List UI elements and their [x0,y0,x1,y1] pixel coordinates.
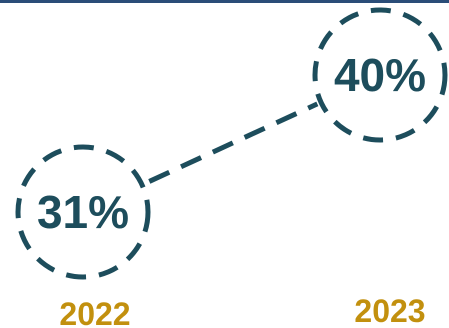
category-label-2023: 2023 [354,293,425,328]
data-point-circle-2023 [312,7,448,143]
top-rule [0,0,449,3]
category-label-2022: 2022 [59,296,130,328]
series-line-segment [148,101,319,184]
data-point-circle-2022 [15,144,151,280]
value-label-2022: 31% [37,186,129,238]
value-label-2023: 40% [334,49,426,101]
